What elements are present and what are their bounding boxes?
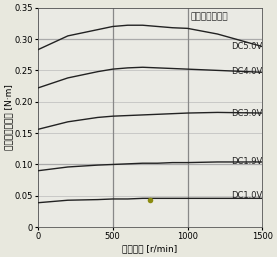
Text: DC5.0V: DC5.0V xyxy=(231,42,262,51)
Text: DC1.9V: DC1.9V xyxy=(231,157,262,166)
X-axis label: 回転速度 [r/min]: 回転速度 [r/min] xyxy=(122,244,178,253)
Text: トルク設定電圧: トルク設定電圧 xyxy=(191,12,228,21)
Text: DC3.0V: DC3.0V xyxy=(231,108,262,117)
Text: DC4.0V: DC4.0V xyxy=(231,67,262,76)
Y-axis label: ブレーキトルク [N·m]: ブレーキトルク [N·m] xyxy=(4,85,13,150)
Text: DC1.0V: DC1.0V xyxy=(231,191,262,200)
